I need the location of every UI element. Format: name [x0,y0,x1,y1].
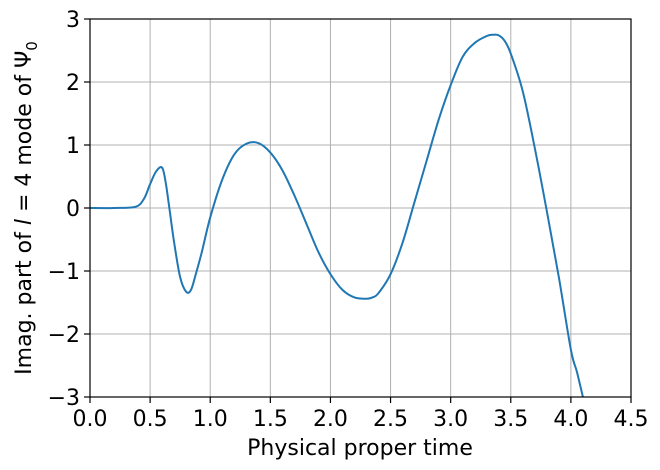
x-axis-label: Physical proper time [247,436,473,461]
x-axis-ticks: 0.0 0.5 1.0 1.5 2.0 2.5 3.0 3.5 4.0 4.5 [73,397,649,432]
series-line [90,33,584,397]
x-tick-label: 2.5 [373,407,408,432]
x-tick-label: 3.5 [493,407,528,432]
y-axis-label-part1: Imag. part of [12,225,37,375]
y-tick-label: 0 [66,197,80,222]
y-tick-label: −2 [48,323,80,348]
y-axis-label-subscript: 0 [23,41,41,51]
x-tick-label: 3.0 [433,407,468,432]
x-tick-label: 1.0 [193,407,228,432]
x-tick-label: 4.5 [614,407,649,432]
grid-lines [89,18,632,398]
y-axis-label-part3: = 4 mode of Ψ [12,51,37,219]
y-tick-label: 1 [66,134,80,159]
x-tick-label: 4.0 [553,407,588,432]
y-tick-label: 3 [66,8,80,33]
y-axis-label: Imag. part of l = 4 mode of Ψ0 [12,41,41,375]
x-tick-label: 0.5 [133,407,168,432]
y-axis-label-italic-l: l [12,219,37,225]
x-tick-label: 0.0 [73,407,108,432]
y-tick-label: −1 [48,260,80,285]
x-tick-label: 1.5 [253,407,288,432]
y-tick-label: 2 [66,71,80,96]
y-tick-label: −3 [48,386,80,411]
y-axis-ticks: −3 −2 −1 0 1 2 3 [48,8,90,411]
plot-area [90,33,584,397]
x-tick-label: 2.0 [313,407,348,432]
